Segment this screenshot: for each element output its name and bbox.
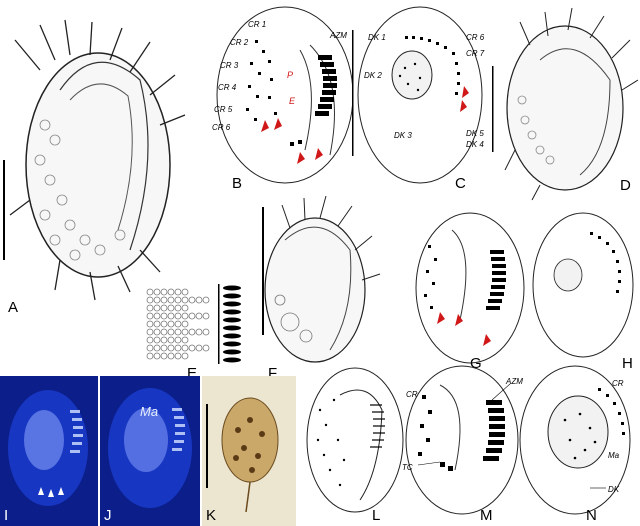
panel-c-drawing (357, 6, 483, 184)
panel-c-cr6-label: CR 6 (466, 33, 485, 42)
panel-j-ma-label: Ma (140, 404, 158, 419)
panel-c-label: C (455, 175, 466, 192)
panel-b-p-label: P (287, 70, 293, 80)
panel-m-label: M (480, 507, 493, 524)
panel-k-micrograph (202, 376, 296, 526)
panel-i-label: I (4, 507, 8, 524)
panel-n-macronucleus (547, 395, 609, 469)
panel-f-scale-bar (262, 207, 264, 335)
panel-j-label: J (104, 507, 112, 524)
panel-n-label: N (586, 507, 597, 524)
panel-i-micrograph (0, 376, 98, 526)
panel-c-cr7-label: CR 7 (466, 49, 485, 58)
panel-b-cr2-label: CR 2 (230, 38, 249, 47)
panel-b-cr4-label: CR 4 (218, 83, 237, 92)
panel-m-tc-label: TC (402, 463, 413, 472)
panel-n-cr-label: CR (612, 379, 624, 388)
panel-a-label: A (8, 299, 18, 316)
panel-l-label: L (372, 507, 380, 524)
panel-c-macronucleus (391, 50, 433, 100)
panel-e-scale-bar (218, 284, 220, 364)
panel-c-scale-bar (492, 66, 494, 152)
panel-c-dk3-label: DK 3 (394, 131, 412, 140)
panel-f-label: F (268, 365, 277, 382)
panel-b-azm-label: AZM (329, 31, 347, 40)
panel-b-cr6-label: CR 6 (212, 123, 231, 132)
panel-b-drawing (216, 6, 354, 184)
panel-m-cr-label: CR (406, 390, 418, 399)
panel-b-e-label: E (289, 96, 296, 106)
panel-k-scale-bar (206, 404, 208, 488)
panel-a-drawing (9, 19, 186, 301)
panel-d-drawing (504, 7, 639, 201)
panel-c-dk1-label: DK 1 (368, 33, 386, 42)
panel-h-label: H (622, 355, 633, 372)
panel-m-azm-label: AZM (505, 377, 523, 386)
panel-a-scale-bar (3, 160, 5, 260)
panel-g-drawing (415, 212, 525, 364)
panel-b-scale-bar (352, 30, 354, 156)
panel-c-dk2-label: DK 2 (364, 71, 382, 80)
panel-l-drawing (306, 367, 404, 513)
panel-n-dk-label: DK (608, 485, 620, 494)
panel-b-label: B (232, 175, 242, 192)
panel-g-label: G (470, 355, 482, 372)
panel-e-label: E (187, 365, 197, 382)
panel-n-drawing (519, 365, 631, 515)
panel-k-label: K (206, 507, 216, 524)
panel-h-drawing (532, 212, 634, 358)
panel-b-cr3-label: CR 3 (220, 61, 239, 70)
panel-h-macronucleus (553, 258, 583, 292)
panel-b-cr5-label: CR 5 (214, 105, 233, 114)
panel-c-dk5-label: DK 5 (466, 129, 484, 138)
panel-d-label: D (620, 177, 631, 194)
panel-f-drawing (264, 195, 381, 363)
panel-m-drawing (405, 365, 519, 515)
panel-n-ma-label: Ma (608, 451, 620, 460)
panel-c-dk4-label: DK 4 (466, 140, 484, 149)
panel-j-micrograph (100, 376, 200, 526)
panel-b-cr1-label: CR 1 (248, 20, 266, 29)
panel-e-drawing (146, 285, 241, 363)
